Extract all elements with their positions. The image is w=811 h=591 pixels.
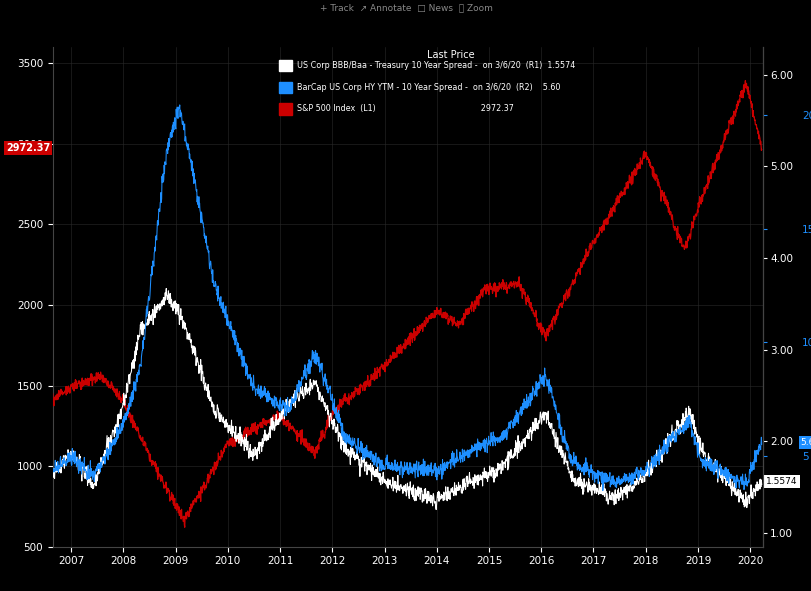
Bar [279,60,291,72]
Text: S&P 500 Index  (L1)                                          2972.37: S&P 500 Index (L1) 2972.37 [297,105,513,113]
Text: 2972.37: 2972.37 [6,144,50,154]
Text: BarCap US Corp HY YTM - 10 Year Spread -  on 3/6/20  (R2)    5.60: BarCap US Corp HY YTM - 10 Year Spread -… [297,83,560,92]
Text: 5.60: 5.60 [800,438,811,447]
Bar [279,82,291,93]
Text: US Corp BBB/Baa - Treasury 10 Year Spread -  on 3/6/20  (R1)  1.5574: US Corp BBB/Baa - Treasury 10 Year Sprea… [297,61,574,70]
Text: + Track  ↗ Annotate  □ News  🔍 Zoom: + Track ↗ Annotate □ News 🔍 Zoom [320,3,491,12]
Text: 1.5574: 1.5574 [765,478,796,486]
Text: Last Price: Last Price [427,50,474,60]
Bar [279,103,291,115]
